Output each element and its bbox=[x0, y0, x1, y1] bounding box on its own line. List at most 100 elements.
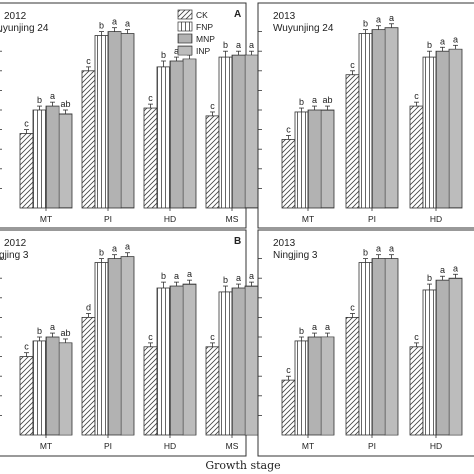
bar-fnp bbox=[94, 35, 109, 209]
legend-swatch-fnp bbox=[177, 21, 193, 32]
significance-letter: a bbox=[50, 322, 55, 332]
significance-letter: a bbox=[376, 15, 381, 25]
significance-letter: c bbox=[148, 332, 153, 342]
significance-letter: b bbox=[299, 326, 304, 336]
bar-ck bbox=[281, 379, 296, 436]
bar-ck bbox=[81, 316, 96, 436]
bar-fnp bbox=[294, 111, 309, 209]
significance-letter: c bbox=[148, 93, 153, 103]
panel-frame bbox=[257, 229, 474, 457]
bar-inp bbox=[320, 109, 335, 209]
x-axis-label: Growth stage bbox=[205, 459, 280, 472]
significance-letter: b bbox=[363, 19, 368, 29]
bar-fnp bbox=[218, 56, 233, 209]
bar-inp bbox=[58, 342, 73, 436]
bar-inp bbox=[244, 54, 259, 209]
significance-letter: b bbox=[37, 326, 42, 336]
plot-area: cbaabcbaacbaacbaa bbox=[0, 17, 259, 209]
legend-label-inp: INP bbox=[196, 46, 211, 56]
significance-letter: a bbox=[312, 95, 317, 105]
x-tick-label: HD bbox=[430, 441, 442, 451]
bar-fnp bbox=[358, 33, 373, 209]
bar-ck bbox=[409, 105, 424, 209]
bar-fnp bbox=[218, 291, 233, 436]
significance-letter: c bbox=[286, 365, 291, 375]
significance-letter: a bbox=[187, 269, 192, 279]
bar-mnp bbox=[307, 336, 322, 436]
x-tick-label: MT bbox=[302, 441, 314, 451]
significance-letter: b bbox=[223, 275, 228, 285]
significance-letter: b bbox=[161, 50, 166, 60]
significance-letter: a bbox=[376, 244, 381, 254]
bar-fnp bbox=[422, 289, 437, 436]
legend-label-fnp: FNP bbox=[196, 22, 213, 32]
bar-ck bbox=[205, 346, 220, 436]
bar-ck bbox=[143, 346, 158, 436]
significance-letter: ab bbox=[60, 328, 70, 338]
bar-mnp bbox=[169, 285, 184, 436]
significance-letter: a bbox=[112, 17, 117, 27]
bar-mnp bbox=[371, 258, 386, 436]
significance-letter: ab bbox=[60, 99, 70, 109]
panel-cultivar: Wuyunjing 24 bbox=[273, 23, 334, 34]
significance-letter: a bbox=[125, 19, 130, 29]
bar-ck bbox=[143, 107, 158, 209]
panel-year: 2012 bbox=[4, 11, 27, 22]
panel-frame bbox=[257, 2, 474, 229]
bar-inp bbox=[58, 113, 73, 209]
bar-inp bbox=[320, 336, 335, 436]
panel-cultivar: Ningjing 3 bbox=[0, 250, 29, 261]
bar-mnp bbox=[435, 279, 450, 436]
panel-cultivar: Ningjing 3 bbox=[273, 250, 318, 261]
x-ticks: MT PI HD MS bbox=[40, 435, 239, 451]
significance-letter: b bbox=[99, 248, 104, 258]
bar-fnp bbox=[358, 262, 373, 436]
significance-letter: c bbox=[24, 119, 29, 129]
significance-letter: c bbox=[350, 60, 355, 70]
x-tick-label: PI bbox=[368, 441, 376, 451]
bar-fnp bbox=[32, 340, 47, 436]
bar-ck bbox=[19, 133, 34, 209]
significance-letter: b bbox=[223, 40, 228, 50]
bar-mnp bbox=[45, 105, 60, 209]
bar-fnp bbox=[156, 66, 171, 209]
significance-letter: c bbox=[210, 332, 215, 342]
bar-mnp bbox=[371, 29, 386, 209]
bar-inp bbox=[448, 48, 463, 209]
panel-year: 2013 bbox=[273, 238, 296, 249]
significance-letter: a bbox=[440, 36, 445, 46]
significance-letter: b bbox=[161, 271, 166, 281]
legend-label-ck: CK bbox=[196, 10, 208, 20]
x-tick-label: MS bbox=[226, 441, 239, 451]
significance-letter: a bbox=[453, 263, 458, 273]
bar-mnp bbox=[45, 336, 60, 436]
legend-swatch-inp bbox=[177, 45, 193, 56]
bar-inp bbox=[182, 283, 197, 436]
significance-letter: c bbox=[24, 342, 29, 352]
significance-letter: a bbox=[389, 244, 394, 254]
legend-label-mnp: MNP bbox=[196, 34, 215, 44]
significance-letter: c bbox=[350, 302, 355, 312]
significance-letter: a bbox=[440, 265, 445, 275]
panel-0: 2012 Wuyunjing 24 A cbaabcbaacbaacbaa MT… bbox=[0, 2, 259, 229]
significance-letter: b bbox=[427, 273, 432, 283]
x-tick-label: PI bbox=[104, 214, 112, 224]
significance-letter: ab bbox=[322, 95, 332, 105]
bar-mnp bbox=[435, 50, 450, 209]
bar-inp bbox=[182, 58, 197, 209]
significance-letter: b bbox=[37, 95, 42, 105]
significance-letter: b bbox=[427, 40, 432, 50]
bar-fnp bbox=[94, 262, 109, 436]
bar-ck bbox=[345, 74, 360, 209]
x-tick-label: HD bbox=[430, 214, 442, 224]
panel-cultivar: Wuyunjing 24 bbox=[0, 23, 49, 34]
x-tick-label: HD bbox=[164, 441, 176, 451]
significance-letter: c bbox=[210, 101, 215, 111]
significance-letter: b bbox=[299, 97, 304, 107]
bar-mnp bbox=[107, 31, 122, 209]
